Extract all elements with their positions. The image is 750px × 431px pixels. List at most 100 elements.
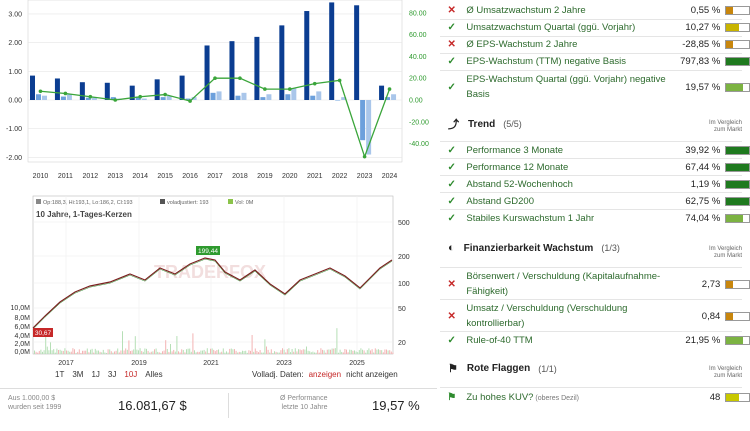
kpi-rating-fill bbox=[726, 181, 750, 188]
low-label-box bbox=[33, 328, 53, 337]
kpi-row: ✕ Ø Umsatzwachstum 2 Jahre 0,55 % bbox=[440, 2, 750, 19]
volume-bar bbox=[270, 349, 272, 354]
perf-caption: Ø Performance letzte 10 Jahre bbox=[280, 394, 327, 427]
kpi-rating-fill bbox=[726, 312, 734, 320]
compare-line: Im Vergleich bbox=[708, 120, 742, 126]
growth-bar bbox=[104, 82, 110, 100]
range-10j[interactable]: 10J bbox=[124, 370, 138, 379]
growth-bar bbox=[191, 97, 197, 100]
kpi-value: 21,95 % bbox=[685, 335, 721, 346]
volume-bar bbox=[75, 352, 77, 354]
range-3j[interactable]: 3J bbox=[107, 370, 117, 379]
section-title: Finanzierbarkeit Wachstum bbox=[463, 242, 594, 254]
kpi-rating-bar bbox=[725, 23, 750, 32]
volume-bar bbox=[43, 350, 45, 354]
divider bbox=[440, 267, 742, 268]
divider bbox=[228, 393, 229, 418]
kpi-row: ✓ EPS-Wachstum (TTM) negative Basis 797,83… bbox=[440, 53, 750, 70]
trend-icon: ⤴ bbox=[448, 119, 459, 131]
volume-bar bbox=[328, 349, 330, 354]
volume-bar bbox=[160, 352, 162, 354]
volume-bar bbox=[93, 352, 95, 354]
volume-bar bbox=[242, 350, 243, 354]
volume-bar bbox=[144, 348, 146, 354]
volume-bar bbox=[219, 352, 221, 354]
cross-icon: ✕ bbox=[447, 5, 456, 16]
kpi-rating-fill bbox=[726, 24, 739, 31]
y-right-tick: -20.00 bbox=[409, 119, 429, 126]
divider bbox=[440, 70, 742, 71]
price-plot-area bbox=[32, 195, 394, 355]
range-alles[interactable]: Alles bbox=[145, 370, 163, 379]
kpi-row: ✓ Stabiles Kurswachstum 1 Jahr 74,04 % bbox=[440, 210, 750, 227]
kpi-value: -28,85 % bbox=[682, 39, 721, 50]
divider bbox=[440, 387, 742, 388]
volume-bar bbox=[371, 349, 373, 354]
growth-bar bbox=[341, 97, 347, 100]
volume-bar bbox=[320, 348, 322, 354]
divider bbox=[440, 19, 742, 20]
growth-bar bbox=[54, 78, 60, 100]
volume-bar bbox=[139, 348, 141, 354]
volume-bar bbox=[174, 351, 176, 354]
volume-bar bbox=[195, 352, 197, 354]
volume-bar bbox=[66, 350, 67, 354]
volume-bar bbox=[392, 352, 394, 354]
range-1t[interactable]: 1T bbox=[55, 370, 65, 379]
volume-bar bbox=[275, 351, 277, 354]
volume-bar bbox=[288, 348, 290, 354]
volume-bar bbox=[293, 351, 295, 354]
price-tick: 500 bbox=[398, 220, 410, 227]
volladj-control: Volladj. Daten: anzeigen nicht anzeigen bbox=[252, 370, 398, 379]
invest-line2: wurden seit 1999 bbox=[8, 404, 62, 411]
volume-bar bbox=[370, 350, 371, 354]
growth-point bbox=[362, 154, 367, 159]
volume-bar bbox=[110, 351, 112, 354]
volume-bar bbox=[162, 351, 163, 354]
volume-bar bbox=[378, 349, 379, 354]
volume-bar bbox=[163, 350, 165, 354]
volume-bar bbox=[243, 351, 245, 354]
price-tick: 200 bbox=[398, 254, 410, 261]
kpi-value: 62,75 % bbox=[685, 196, 721, 207]
volladj-off-link[interactable]: nicht anzeigen bbox=[346, 370, 398, 379]
kpi-rating-fill bbox=[726, 215, 744, 222]
volume-bar bbox=[224, 352, 226, 354]
volume-bar bbox=[123, 350, 125, 354]
kpi-rating-fill bbox=[726, 198, 750, 205]
volume-bar bbox=[246, 352, 248, 354]
growth-point bbox=[387, 87, 392, 91]
kpi-value: 1,19 % bbox=[690, 179, 721, 190]
y-right-tick: 60.00 bbox=[409, 32, 427, 39]
volume-bar bbox=[118, 352, 120, 354]
volume-bar bbox=[357, 352, 359, 354]
volume-bar bbox=[221, 351, 223, 354]
price-x-label: 2025 bbox=[349, 360, 365, 367]
compare-line: zum Markt bbox=[713, 373, 742, 379]
volume-bar bbox=[38, 350, 40, 354]
range-3m[interactable]: 3M bbox=[72, 370, 84, 379]
range-1j[interactable]: 1J bbox=[91, 370, 100, 379]
kpi-label: Zu hohes KUV? bbox=[466, 392, 534, 403]
volume-bar bbox=[74, 349, 75, 354]
volume-bar bbox=[306, 346, 307, 354]
kpi-row: ✓ Rule-of-40 TTM 21,95 % bbox=[440, 332, 750, 349]
volume-bar bbox=[245, 350, 247, 354]
divider bbox=[440, 158, 742, 159]
x-year-label: 2011 bbox=[58, 173, 73, 180]
kpi-value: 48 bbox=[709, 392, 721, 403]
volume-bar bbox=[138, 350, 139, 354]
volume-bar bbox=[64, 348, 66, 354]
volladj-on-link[interactable]: anzeigen bbox=[308, 370, 342, 379]
volume-bar bbox=[349, 349, 351, 354]
kpi-value: 19,57 % bbox=[685, 81, 721, 93]
price-x-label: 2019 bbox=[131, 360, 147, 367]
volume-bar bbox=[77, 351, 79, 354]
x-year-label: 2014 bbox=[132, 173, 148, 180]
volume-bar bbox=[355, 351, 357, 354]
x-year-label: 2023 bbox=[357, 173, 373, 180]
volume-bar bbox=[366, 350, 368, 354]
compare-caption: Im Vergleich zum Markt bbox=[709, 120, 742, 134]
kpi-value: 39,92 % bbox=[685, 145, 721, 156]
section-count: (1/3) bbox=[601, 243, 620, 253]
